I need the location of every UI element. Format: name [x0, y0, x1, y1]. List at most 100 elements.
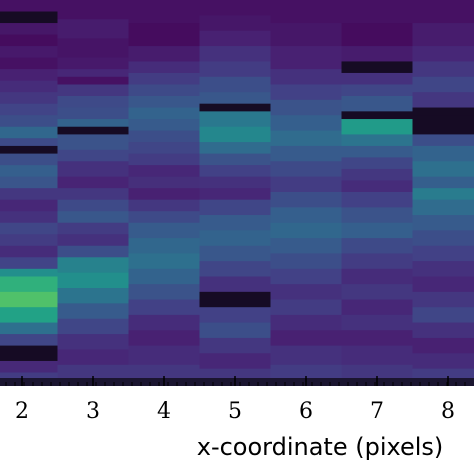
heatmap-cell	[270, 314, 342, 331]
heatmap-cell	[341, 61, 413, 74]
heatmap-cell	[57, 257, 129, 274]
heatmap-cell	[270, 238, 342, 254]
heatmap-cell	[128, 142, 200, 155]
heatmap-cell	[341, 111, 413, 120]
heatmap-cell	[57, 234, 129, 247]
heatmap-cell	[128, 238, 200, 254]
heatmap-cell	[341, 314, 413, 331]
heatmap-cell	[412, 199, 474, 216]
heatmap-cell	[0, 0, 58, 13]
heatmap-cell	[57, 134, 129, 151]
heatmap-cell	[270, 161, 342, 178]
heatmap-cell	[0, 334, 58, 347]
heatmap-cell	[0, 257, 58, 270]
heatmap-cell	[57, 222, 129, 235]
heatmap-cell	[341, 284, 413, 301]
heatmap-cell	[199, 353, 271, 370]
heatmap-cell	[0, 234, 58, 247]
heatmap-cell	[199, 92, 271, 105]
heatmap-cell	[412, 230, 474, 247]
heatmap-cell	[57, 334, 129, 350]
x-axis-tick-labels: 2 3 4 5 6 7 8	[15, 399, 455, 424]
heatmap-cell	[0, 322, 58, 335]
heatmap-cell	[341, 238, 413, 254]
heatmap-cell	[57, 0, 129, 20]
heatmap-cell	[57, 188, 129, 201]
heatmap-cell	[199, 30, 271, 47]
heatmap-cell	[0, 92, 58, 105]
heatmap-cell	[412, 161, 474, 178]
heatmap-cell	[128, 299, 200, 316]
heatmap-cell	[57, 199, 129, 212]
heatmap-cell	[412, 145, 474, 162]
heatmap-cell	[0, 103, 58, 116]
heatmap-cell	[341, 222, 413, 239]
heatmap-cell	[341, 345, 413, 366]
heatmap-cell	[412, 353, 474, 370]
heatmap-cell	[341, 253, 413, 270]
heatmap-cell	[128, 119, 200, 132]
heatmap-cell	[341, 96, 413, 112]
heatmap-cell	[199, 153, 271, 166]
x-axis-title: x-coordinate (pixels)	[197, 433, 444, 461]
heatmap-cell	[0, 176, 58, 189]
heatmap-cell	[57, 19, 129, 39]
heatmap-cell	[341, 119, 413, 135]
heatmap-cell	[341, 134, 413, 147]
heatmap-cell	[199, 15, 271, 32]
heatmap-cell	[199, 276, 271, 293]
heatmap-cell	[412, 291, 474, 308]
heatmap-cell	[0, 345, 58, 362]
x-tick-label: 7	[370, 399, 384, 424]
heatmap-cell	[128, 268, 200, 285]
heatmap-cell	[0, 245, 58, 258]
heatmap-cell	[0, 199, 58, 212]
heatmap-cell	[199, 103, 271, 112]
heatmap-cell	[270, 0, 342, 24]
heatmap-cell	[341, 168, 413, 181]
heatmap-cell	[412, 46, 474, 62]
heatmap-cell	[128, 72, 200, 85]
heatmap-cell	[0, 268, 58, 277]
heatmap-cell	[412, 92, 474, 109]
heatmap-cell	[57, 318, 129, 335]
heatmap-cell	[341, 145, 413, 158]
heatmap-cell	[199, 337, 271, 354]
heatmap-cell	[0, 222, 58, 235]
heatmap-cell	[199, 307, 271, 324]
heatmap-cell	[0, 69, 58, 82]
heatmap-cell	[128, 284, 200, 301]
heatmap-cell	[199, 291, 271, 308]
heatmap-cell	[57, 161, 129, 178]
heatmap-cell	[0, 138, 58, 147]
x-tick-label: 4	[157, 399, 171, 424]
heatmap-cell	[270, 330, 342, 347]
heatmap-cell	[128, 314, 200, 331]
heatmap-cell	[341, 157, 413, 170]
heatmap-cell	[128, 165, 200, 178]
heatmap-cell	[199, 176, 271, 189]
heatmap-cell	[57, 149, 129, 162]
heatmap-cell	[412, 276, 474, 293]
heatmap-cell	[128, 84, 200, 97]
heatmap-cell	[0, 57, 58, 70]
heatmap-cell	[412, 337, 474, 354]
heatmap-cell	[199, 76, 271, 93]
heatmap-cell	[341, 84, 413, 97]
heatmap-cell	[0, 188, 58, 201]
heatmap-cell	[341, 0, 413, 24]
heatmap-cell	[270, 46, 342, 70]
heatmap-cell	[0, 126, 58, 139]
heatmap-cell	[412, 134, 474, 147]
heatmap-cell	[128, 23, 200, 47]
heatmap-cell	[128, 153, 200, 166]
heatmap-cell	[341, 46, 413, 62]
heatmap-cell	[412, 176, 474, 189]
heatmap-cell	[341, 299, 413, 316]
heatmap-cell	[0, 80, 58, 93]
heatmap-cell	[270, 176, 342, 193]
heatmap-cell	[0, 23, 58, 36]
heatmap-cell	[199, 111, 271, 128]
heatmap-cell	[57, 126, 129, 135]
heatmap-cell	[57, 211, 129, 224]
